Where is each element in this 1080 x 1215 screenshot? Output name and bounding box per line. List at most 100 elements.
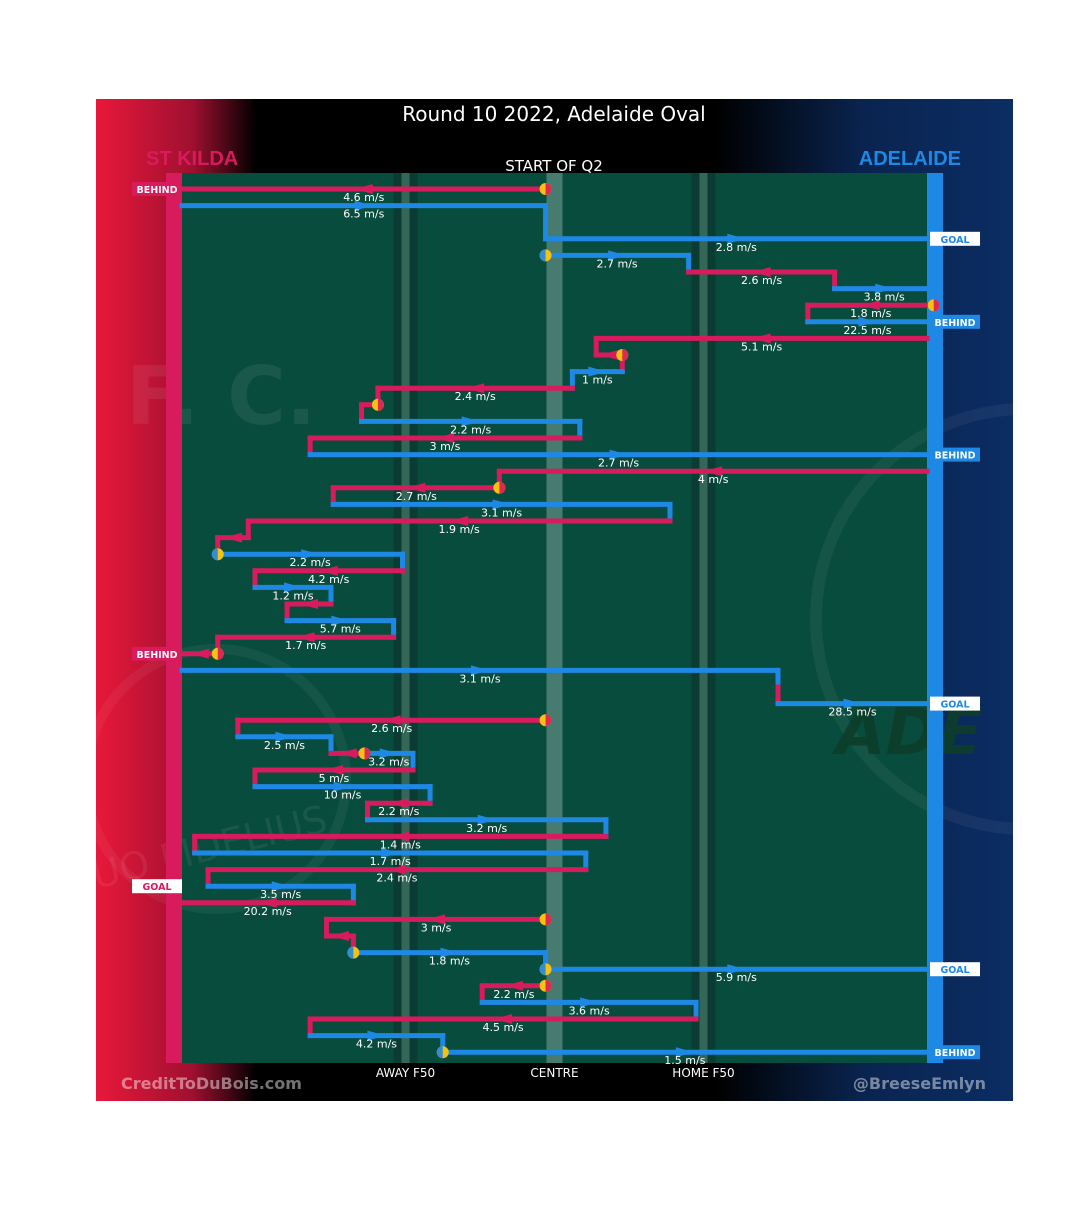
direction-arrow [258, 897, 277, 908]
direction-arrow [271, 881, 290, 892]
speed-label: 2.7 m/s [597, 257, 638, 270]
direction-arrow [727, 233, 746, 244]
direction-arrow [319, 565, 338, 576]
speed-label: 1.7 m/s [285, 639, 326, 652]
speed-label: 1.2 m/s [272, 589, 313, 602]
direction-arrow [471, 665, 489, 676]
direction-arrow [752, 333, 771, 344]
direction-arrow [875, 283, 894, 294]
speed-label: 2.7 m/s [598, 457, 639, 470]
speed-label: 5.9 m/s [716, 971, 757, 984]
speed-label: 1.8 m/s [429, 955, 470, 968]
result-badge [132, 646, 182, 661]
marker-team-half [545, 913, 552, 926]
speed-label: 2.7 m/s [396, 490, 437, 503]
direction-arrow [354, 200, 373, 211]
speed-label: 4.2 m/s [308, 573, 349, 586]
marker-team-half [545, 183, 552, 195]
speed-label: 1.9 m/s [439, 523, 480, 536]
result-badge-label: GOAL [940, 235, 969, 246]
speed-label: 3 m/s [430, 440, 461, 453]
f50-line [699, 173, 708, 1063]
marker-team-half [933, 299, 940, 312]
direction-arrow [301, 549, 320, 560]
direction-arrow [382, 715, 401, 726]
quarter-label: START OF Q2 [505, 157, 603, 175]
result-badge [930, 314, 980, 329]
left-team-name: ST KILDA [146, 148, 238, 170]
end-result-labels: BEHIND GOAL BEHIND BEHIND BEHIND GOAL GOAL GOAL… [132, 182, 980, 1060]
x-tick-label: CENTRE [530, 1066, 578, 1080]
direction-arrow [324, 765, 343, 775]
direction-arrow [224, 532, 243, 543]
direction-arrow [504, 980, 523, 991]
result-badge [132, 879, 182, 894]
speed-label: 3.6 m/s [569, 1004, 610, 1017]
result-badge-label: BEHIND [934, 318, 975, 329]
direction-arrow [704, 466, 723, 477]
result-badge-label: GOAL [940, 965, 969, 976]
chart-frame: Round 10 2022, Adelaide Oval ST KILDA AD… [96, 99, 1013, 1101]
speed-label: 1 m/s [582, 374, 613, 387]
speed-label: 28.5 m/s [828, 706, 876, 719]
right-team-name: ADELAIDE [859, 148, 961, 170]
direction-arrow [440, 947, 459, 958]
result-badge-label: GOAL [142, 882, 171, 893]
speed-label: 10 m/s [324, 789, 362, 802]
direction-arrow [588, 366, 607, 377]
marker-team-half [436, 1046, 443, 1059]
speed-label: 3.1 m/s [481, 506, 522, 519]
direction-arrow [858, 316, 877, 327]
direction-arrow [330, 931, 349, 941]
f50-line [401, 173, 410, 1063]
speed-label: 2.2 m/s [450, 423, 491, 436]
direction-arrow [331, 615, 350, 626]
direction-arrow [580, 997, 599, 1008]
result-badge-label: BEHIND [136, 185, 177, 196]
direction-arrow [354, 184, 373, 194]
speed-labels: 4.6 m/s 6.5 m/s 2.8 m/s 2.7 m/s 2.6 m/s 3.8 m… [244, 191, 905, 1067]
result-badge [132, 182, 182, 196]
direction-arrow [477, 814, 496, 825]
speed-label: 2.2 m/s [493, 988, 534, 1001]
direction-arrow [675, 1047, 694, 1058]
direction-arrow [727, 964, 746, 975]
crows-badge-watermark [810, 403, 1013, 835]
speed-label: 3.1 m/s [459, 672, 500, 685]
possession-chain-chart: Round 10 2022, Adelaide Oval ST KILDA AD… [96, 99, 1013, 1101]
marker-team-half [347, 946, 354, 959]
marker-team-half [545, 714, 552, 727]
credit-right: @BreeseEmlyn [853, 1074, 986, 1093]
direction-arrow [466, 383, 485, 394]
speed-label: 2.2 m/s [290, 556, 331, 569]
marker-team-half [499, 481, 506, 494]
marker-team-half [217, 647, 224, 660]
speed-label: 20.2 m/s [244, 905, 292, 918]
centre-band [546, 173, 563, 1063]
direction-arrow [461, 416, 480, 427]
direction-arrow [494, 1014, 513, 1024]
direction-arrow [861, 300, 880, 311]
direction-arrow [338, 748, 357, 759]
direction-arrow [379, 748, 398, 759]
speed-label: 5.1 m/s [741, 340, 782, 353]
speed-label: 6.5 m/s [343, 208, 384, 221]
direction-arrow [387, 864, 406, 875]
speed-label: 2.4 m/s [455, 390, 496, 403]
speed-label: 1.4 m/s [380, 838, 421, 851]
direction-arrow [381, 848, 400, 858]
chart-title: Round 10 2022, Adelaide Oval [402, 102, 706, 126]
marker-team-half [211, 548, 218, 561]
speed-label: 4.6 m/s [343, 191, 384, 204]
speed-label: 4.5 m/s [483, 1021, 524, 1034]
direction-arrow [435, 433, 454, 443]
direction-arrow [300, 599, 319, 609]
direction-arrow [752, 267, 771, 277]
direction-arrow [609, 449, 628, 460]
x-tick-label: HOME F50 [672, 1066, 734, 1080]
speed-label: 2.2 m/s [378, 805, 419, 818]
result-badge [930, 1045, 980, 1060]
speed-label: 5 m/s [319, 772, 350, 785]
direction-arrow [333, 781, 352, 792]
marker-team-half [377, 398, 384, 411]
